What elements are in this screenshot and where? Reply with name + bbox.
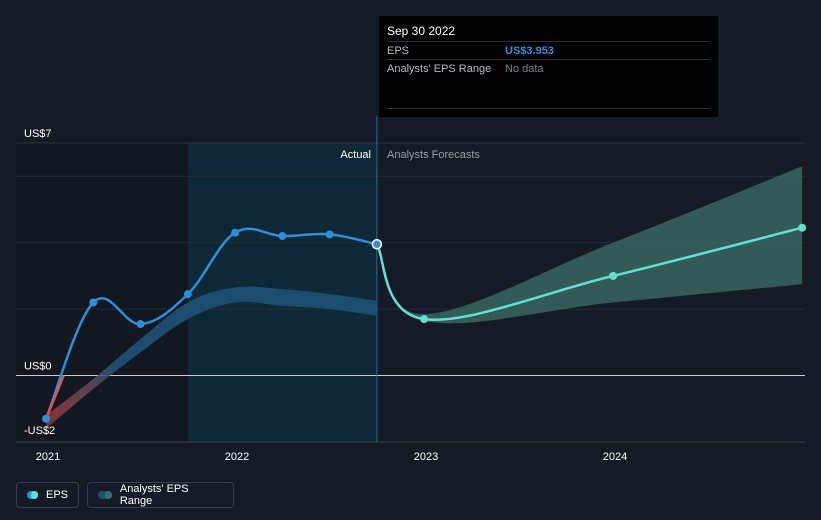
tooltip-range-label: Analysts' EPS Range xyxy=(387,63,492,75)
y-tick-label: -US$2 xyxy=(24,425,55,437)
eps-point[interactable] xyxy=(42,414,51,423)
legend-eps[interactable]: EPS xyxy=(16,482,79,508)
eps-point[interactable] xyxy=(325,230,334,239)
tooltip-divider xyxy=(387,108,710,109)
analyst-range-history-band xyxy=(46,286,377,429)
eps-point[interactable] xyxy=(136,320,145,329)
legend-eps-label: EPS xyxy=(45,489,68,501)
eps-forecast-point[interactable] xyxy=(609,271,618,280)
eps-forecast-point[interactable] xyxy=(798,223,807,232)
eps-swatch-icon xyxy=(27,491,38,499)
tooltip-eps-row: EPS US$3.953 xyxy=(387,41,710,60)
eps-point[interactable] xyxy=(371,238,383,250)
analyst-range-forecast-band xyxy=(376,166,803,324)
x-tick-labels: 2021 2022 2023 2024 xyxy=(36,451,627,463)
eps-forecast-point[interactable] xyxy=(420,315,429,324)
actual-label: Actual xyxy=(340,149,371,161)
tooltip-date: Sep 30 2022 xyxy=(387,24,456,38)
eps-point[interactable] xyxy=(278,232,287,241)
legend-analyst-range[interactable]: Analysts' EPS Range xyxy=(87,482,234,508)
y-tick-label: US$0 xyxy=(24,361,52,373)
tooltip: Sep 30 2022 EPS US$3.953 Analysts' EPS R… xyxy=(379,16,718,117)
forecast-label: Analysts Forecasts xyxy=(387,149,480,161)
y-tick-label: US$7 xyxy=(24,128,52,140)
eps-forecast-line xyxy=(375,226,803,321)
past-shade-region xyxy=(16,143,188,442)
x-tick-label: 2022 xyxy=(225,451,249,463)
x-tick-label: 2021 xyxy=(36,451,60,463)
x-tick-label: 2024 xyxy=(603,451,627,463)
legend-range-label: Analysts' EPS Range xyxy=(119,483,189,507)
range-swatch-icon xyxy=(98,491,112,499)
tooltip-range-row: Analysts' EPS Range No data xyxy=(387,59,710,78)
tooltip-range-value: No data xyxy=(505,63,544,75)
eps-point[interactable] xyxy=(89,298,98,307)
eps-point[interactable] xyxy=(231,228,240,237)
y-tick-labels: US$7 US$0 -US$2 xyxy=(24,128,55,437)
eps-points xyxy=(42,223,807,423)
eps-point[interactable] xyxy=(183,290,192,299)
eps-negative-line xyxy=(44,375,65,420)
tooltip-eps-label: EPS xyxy=(387,45,410,57)
tooltip-eps-value: US$3.953 xyxy=(505,45,554,57)
x-tick-label: 2023 xyxy=(414,451,438,463)
